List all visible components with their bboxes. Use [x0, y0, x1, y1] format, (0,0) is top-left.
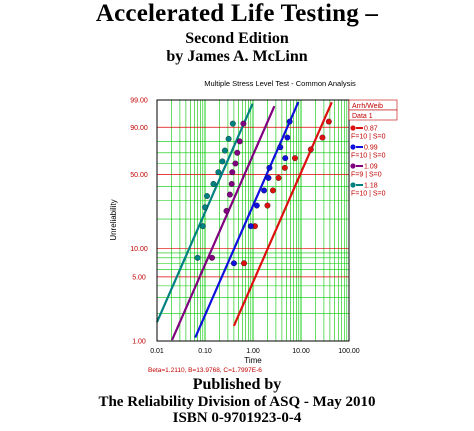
x-tick-label: 1.00 — [246, 348, 260, 355]
y-tick-labels: 99.00 90.00 50.00 10.00 5.00 1.00 — [130, 98, 148, 346]
legend-value: 1.18 — [364, 183, 378, 190]
book-edition: Second Edition — [185, 30, 289, 47]
publisher: The Reliability Division of ASQ - May 20… — [98, 394, 376, 410]
data-point-1.18 — [221, 147, 228, 154]
y-tick-label: 5.00 — [132, 274, 146, 281]
data-point-1.09 — [229, 169, 236, 176]
legend-marker-1.18 — [350, 182, 356, 188]
legend-marker-0.87 — [350, 125, 356, 131]
data-point-1.09 — [234, 149, 241, 156]
data-point-0.87 — [281, 164, 288, 171]
legend-info: F=10 | S=0 — [351, 153, 386, 160]
legend-info: F=10 | S=0 — [351, 134, 386, 141]
data-point-1.09 — [209, 254, 215, 261]
published-by: Published by — [192, 376, 282, 393]
fit-line-1.09 — [171, 105, 276, 341]
data-point-0.99 — [282, 155, 289, 162]
data-point-0.99 — [284, 134, 291, 141]
fit-lines — [155, 101, 333, 341]
y-tick-label: 10.00 — [130, 246, 148, 253]
legend-marker-1.09 — [350, 163, 356, 169]
chart-title: Multiple Stress Level Test - Common Anal… — [204, 79, 356, 88]
data-point-1.18 — [204, 193, 210, 200]
legend-data-box — [348, 109, 398, 121]
y-tick-label: 1.00 — [132, 339, 146, 346]
plot-frame — [156, 99, 350, 342]
data-point-1.09 — [240, 120, 247, 127]
data-point-1.18 — [210, 181, 217, 187]
data-point-1.18 — [229, 120, 236, 127]
legend-info: F=10 | S=0 — [351, 191, 386, 198]
x-tick-label: 100.00 — [338, 348, 360, 355]
data-point-0.99 — [286, 118, 293, 125]
y-axis-label: Unreliability — [109, 199, 118, 240]
book-title-text: Accelerated Life Testing — [95, 0, 359, 27]
fit-line-0.87 — [232, 101, 333, 327]
legend-info: F=9 | S=0 — [351, 172, 382, 179]
data-point-1.18 — [225, 135, 232, 142]
legend: Arrh/Weib Data 1 0.87F=10 | S=00.99F=10 … — [348, 99, 398, 198]
data-point-0.87 — [307, 146, 314, 153]
data-point-1.18 — [215, 169, 222, 176]
data-point-0.99 — [266, 164, 273, 171]
data-point-0.87 — [319, 134, 326, 141]
data-point-1.09 — [232, 160, 239, 167]
data-point-1.18 — [202, 204, 208, 211]
data-point-0.99 — [247, 223, 254, 230]
model-parameters: Beta=1.2110, B=13.9768, C=1.7997E-6 — [148, 367, 262, 374]
data-point-0.87 — [264, 202, 271, 209]
x-axis-label: Time — [244, 356, 262, 365]
data-point-0.99 — [253, 202, 260, 209]
y-tick-label: 50.00 — [130, 172, 148, 179]
data-point-0.99 — [230, 260, 237, 267]
x-tick-labels: 0.01 0.10 1.00 10.00 100.00 — [150, 348, 360, 355]
legend-header: Arrh/Weib — [352, 103, 383, 110]
data-point-0.99 — [265, 174, 272, 181]
x-tick-label: 0.10 — [198, 348, 212, 355]
x-tick-label: 0.01 — [150, 348, 164, 355]
data-point-1.18 — [194, 254, 201, 261]
isbn: ISBN 0-9701923-0-4 — [172, 410, 302, 426]
data-point-0.87 — [241, 260, 247, 267]
x-tick-label: 10.00 — [292, 348, 310, 355]
legend-value: 1.09 — [364, 164, 378, 171]
legend-value: 0.87 — [364, 126, 378, 133]
data-point-1.09 — [228, 181, 235, 187]
data-point-0.87 — [325, 118, 332, 125]
data-point-0.99 — [277, 144, 284, 151]
legend-value: 0.99 — [364, 145, 378, 152]
data-point-0.99 — [261, 187, 268, 194]
book-author: by James A. McLinn — [166, 48, 308, 65]
y-tick-label: 90.00 — [130, 125, 148, 132]
legend-marker-0.99 — [350, 144, 356, 150]
data-point-0.87 — [275, 174, 282, 181]
y-tick-label: 99.00 — [130, 98, 148, 105]
data-point-1.18 — [219, 158, 226, 165]
data-point-0.87 — [292, 155, 298, 162]
data-points — [194, 118, 332, 267]
data-point-1.09 — [226, 191, 233, 198]
fit-line-0.99 — [194, 101, 300, 338]
data-point-1.09 — [223, 207, 230, 214]
legend-entries: 0.87F=10 | S=00.99F=10 | S=01.09F=9 | S=… — [350, 125, 386, 198]
book-title-dash: – — [365, 0, 379, 27]
data-point-0.87 — [269, 187, 276, 194]
data-point-1.18 — [199, 223, 206, 230]
weibull-probability-plot: Multiple Stress Level Test - Common Anal… — [109, 79, 398, 374]
fit-line-1.18 — [155, 103, 254, 323]
book-title: Accelerated Life Testing – — [0, 0, 474, 28]
legend-data-label: Data 1 — [352, 113, 373, 120]
data-point-1.09 — [236, 138, 243, 145]
